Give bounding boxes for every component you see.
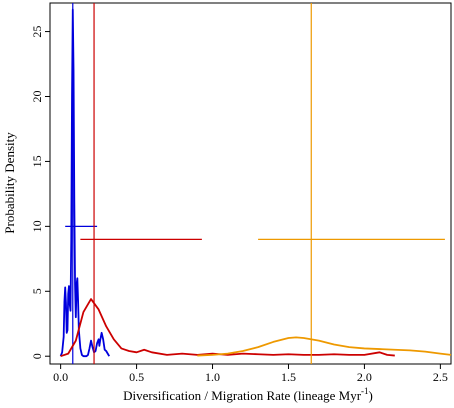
orange-density-curve bbox=[197, 336, 452, 357]
y-axis: 0 5 10 15 20 25 bbox=[30, 26, 50, 359]
y-tick-label: 10 bbox=[30, 220, 44, 232]
x-tick-label: 1.0 bbox=[205, 370, 220, 384]
blue-density-curve bbox=[59, 8, 111, 358]
red-series bbox=[60, 3, 395, 364]
y-tick-label: 20 bbox=[30, 90, 44, 102]
red-density-curve bbox=[60, 298, 395, 358]
blue-series bbox=[59, 3, 111, 364]
plot-frame bbox=[49, 2, 452, 365]
x-axis-title: Diversification / Migration Rate (lineag… bbox=[123, 386, 373, 403]
y-tick-label: 5 bbox=[30, 288, 44, 294]
x-tick-label: 0.0 bbox=[53, 370, 68, 384]
orange-series bbox=[197, 3, 452, 364]
y-tick-label: 25 bbox=[30, 26, 44, 38]
x-axis: 0.0 0.5 1.0 1.5 2.0 2.5 bbox=[53, 364, 448, 384]
x-tick-label: 0.5 bbox=[129, 370, 144, 384]
y-tick-label: 0 bbox=[30, 353, 44, 359]
y-axis-title: Probability Density bbox=[2, 132, 17, 234]
series-layer bbox=[59, 3, 452, 364]
y-tick-label: 15 bbox=[30, 155, 44, 167]
x-tick-label: 2.5 bbox=[433, 370, 448, 384]
x-tick-label: 2.0 bbox=[357, 370, 372, 384]
x-tick-label: 1.5 bbox=[281, 370, 296, 384]
